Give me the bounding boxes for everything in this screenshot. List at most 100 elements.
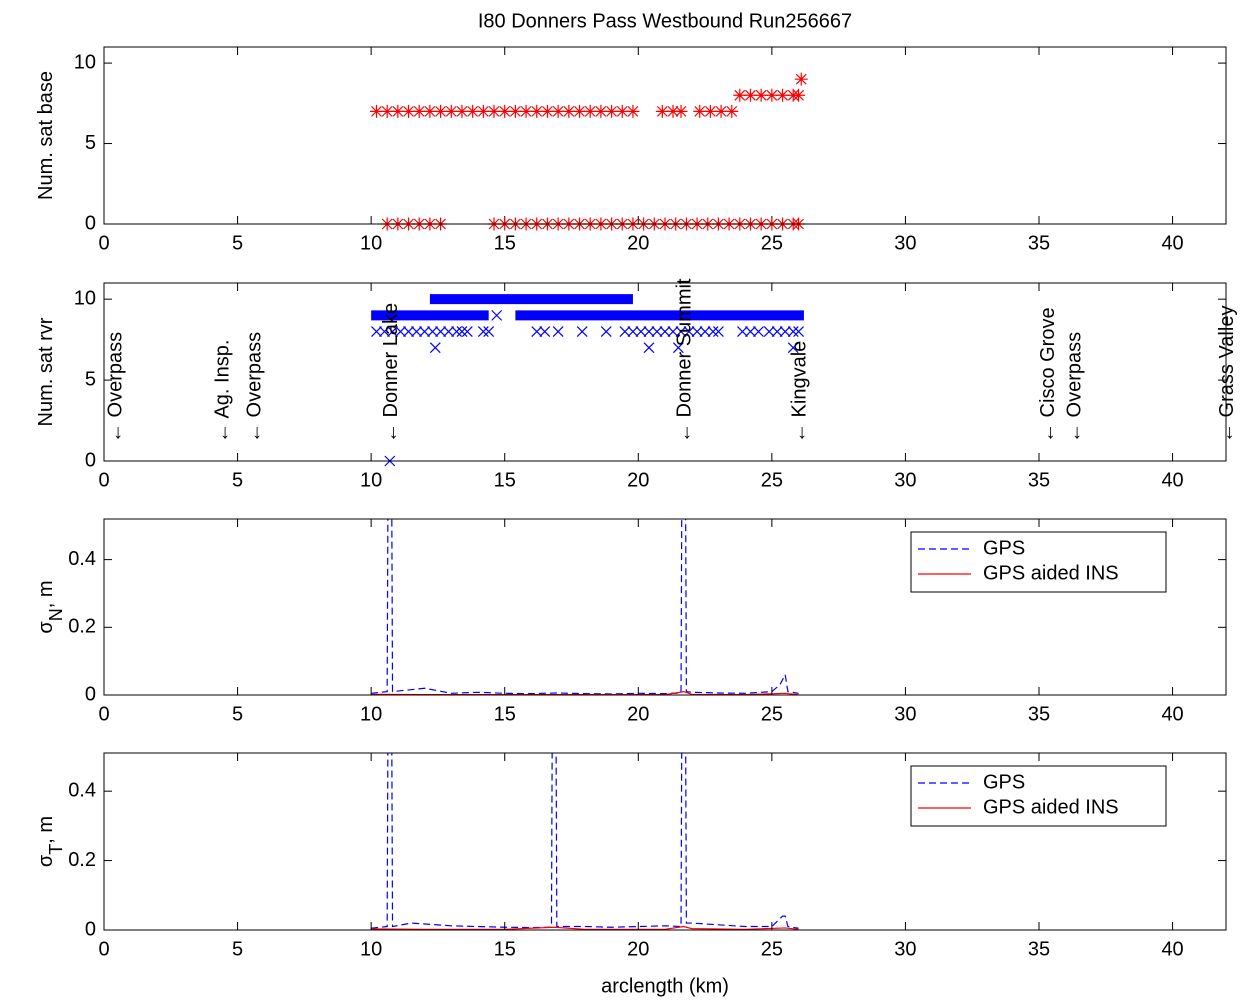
y-axis-label-part: σ [35,621,57,634]
data-point [456,326,468,337]
x-tick-label: 35 [1028,232,1050,254]
data-point [551,104,565,118]
x-tick-label: 30 [894,938,916,960]
x-tick-label: 30 [894,469,916,491]
y-axis-label: Num. sat base [35,71,57,200]
data-point [443,326,455,337]
data-point [371,326,382,337]
data-point [403,326,414,337]
x-tick-label: 5 [232,469,243,491]
axes-frame [103,752,1227,931]
data-point [605,104,619,118]
data-point [434,104,448,118]
series-line [371,519,799,695]
x-tick-label: 35 [1028,703,1050,725]
x-tick-label: 40 [1161,469,1183,491]
data-point [498,104,512,118]
y-axis-label-part: N [46,608,66,621]
data-point [461,326,473,337]
data-point [444,104,458,118]
y-axis-label-part: Num. sat base [35,71,57,200]
data-point [615,104,629,118]
data-point [699,326,711,337]
data-point [703,104,717,118]
data-point [508,104,522,118]
y-tick-label: 0.2 [68,616,96,638]
data-point [779,326,791,337]
data-point [793,326,804,337]
legend-label: GPS [983,537,1025,559]
x-tick-label: 30 [894,703,916,725]
data-point [419,326,430,337]
data-point [380,104,394,118]
data-point [776,88,790,102]
x-tick-label: 0 [98,703,109,725]
data-point [794,72,808,86]
data-point [423,104,437,118]
legend-label: GPS aided INS [983,796,1119,818]
x-tick-label: 40 [1161,703,1183,725]
data-point [714,104,728,118]
x-tick-label: 15 [494,232,516,254]
series-line [371,753,799,929]
y-tick-label: 0.4 [68,548,96,570]
data-point [754,88,768,102]
data-point [787,326,799,337]
chart-title: I80 Donners Pass Westbound Run256667 [478,10,852,32]
data-point [745,326,756,337]
data-point [583,104,597,118]
annotation: ← Donner Summit [674,278,696,443]
legend-box [910,531,1167,593]
x-tick-label: 20 [627,938,649,960]
data-point [725,104,739,118]
x-tick-label: 35 [1028,938,1050,960]
annotation: ← Overpass [1064,332,1086,443]
data-point [391,104,405,118]
data-point [683,326,695,337]
data-point [540,104,554,118]
data-point [771,326,783,337]
y-axis-label-part: , m [35,816,57,844]
data-point [519,104,533,118]
x-tick-label: 10 [360,703,382,725]
annotation: ← Donner Lake [380,303,402,443]
y-axis-label: σT, m [35,816,66,867]
x-tick-label: 5 [232,232,243,254]
y-axis-label-part: T [46,844,66,855]
x-tick-label: 15 [494,469,516,491]
x-tick-label: 35 [1028,469,1050,491]
data-point [576,326,588,337]
data-point [412,104,426,118]
y-axis-label-part: σ [35,854,57,867]
data-point [477,326,489,337]
data-point [674,104,688,118]
data-point [402,104,416,118]
y-tick-label: 0 [85,918,96,940]
legend-box [910,765,1167,827]
data-point [713,326,724,337]
y-tick-label: 0 [85,449,96,471]
x-tick-label: 0 [98,938,109,960]
data-point [763,326,775,337]
annotation: ← Kingvale [789,341,811,443]
data-point [594,104,608,118]
x-tick-label: 25 [761,469,783,491]
y-tick-label: 5 [85,132,96,154]
data-point [435,326,447,337]
data-point [675,326,687,337]
data-point [792,88,806,102]
data-point [491,309,503,321]
data-point [379,326,390,337]
data-point [643,342,655,354]
plot-area [371,294,804,321]
x-tick-label: 20 [627,232,649,254]
data-point [733,88,747,102]
data-point [411,326,422,337]
x-tick-label: 10 [360,938,382,960]
data-point [651,326,663,337]
data-point [451,326,463,337]
data-point [691,326,703,337]
data-point [466,104,480,118]
axes-frame [103,282,1227,462]
